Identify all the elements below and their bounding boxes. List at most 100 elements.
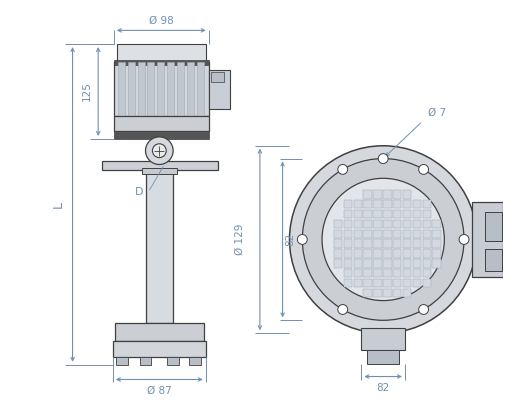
Bar [485,249,502,271]
Bar [423,200,431,208]
Circle shape [153,144,166,158]
Bar [353,210,362,218]
Bar [383,220,391,228]
Bar [210,72,225,82]
Bar [197,62,204,116]
Bar [139,357,152,365]
Bar [423,240,431,248]
Text: D: D [135,187,144,197]
Bar [403,269,411,278]
Circle shape [338,164,348,174]
Bar [344,259,352,268]
Bar [432,240,441,248]
Bar [383,240,391,248]
Bar [141,168,177,174]
Bar [344,200,352,208]
Bar [373,200,382,208]
Bar [383,289,391,297]
Circle shape [459,234,469,244]
Circle shape [419,304,428,314]
Bar [364,210,372,218]
Bar [344,210,352,218]
Bar [209,70,230,109]
Bar [353,259,362,268]
Bar [413,200,421,208]
Bar [383,230,391,238]
Bar [393,190,402,198]
Bar [187,62,194,116]
Bar [393,279,402,287]
Bar [413,279,421,287]
Bar [432,220,441,228]
Bar [413,210,421,218]
Bar [413,269,421,278]
Bar [353,220,362,228]
Circle shape [338,304,348,314]
Bar [113,341,206,357]
Bar [432,230,441,238]
Bar [432,259,441,268]
Bar [334,230,342,238]
Bar [393,259,402,268]
Bar [364,259,372,268]
Text: Ø 7: Ø 7 [428,108,447,118]
Bar [413,249,421,258]
Text: Ø 129: Ø 129 [235,224,245,255]
Bar [353,279,362,287]
Bar [167,357,179,365]
Bar [364,249,372,258]
Bar [116,357,128,365]
Bar [364,220,372,228]
Bar [364,240,372,248]
Bar [403,249,411,258]
Bar [364,289,372,297]
Bar [423,210,431,218]
Bar [344,240,352,248]
Bar [485,212,502,242]
Bar [423,259,431,268]
Bar [157,62,164,116]
Circle shape [146,137,173,164]
Circle shape [289,146,477,333]
Bar [344,279,352,287]
Bar [383,249,391,258]
Bar [373,279,382,287]
Bar [353,240,362,248]
Bar [403,210,411,218]
Bar [393,230,402,238]
Bar [114,131,209,139]
Bar [373,249,382,258]
Bar [364,230,372,238]
Bar [393,220,402,228]
Bar [393,200,402,208]
Bar [403,220,411,228]
Bar [148,62,155,116]
Bar [353,249,362,258]
Bar [403,240,411,248]
Bar [403,289,411,297]
Bar [373,259,382,268]
Bar [167,62,174,116]
Text: Ø 98: Ø 98 [149,16,174,26]
Text: Ø 87: Ø 87 [147,385,172,395]
Bar [423,269,431,278]
Bar [373,269,382,278]
Bar [393,269,402,278]
Bar [383,210,391,218]
Bar [383,269,391,278]
Bar [373,240,382,248]
Bar [353,230,362,238]
Bar [383,279,391,287]
Circle shape [298,234,307,244]
Bar [373,230,382,238]
Bar [373,289,382,297]
Bar [118,62,125,116]
Bar [364,200,372,208]
Bar [393,210,402,218]
Bar [334,249,342,258]
Bar [353,269,362,278]
Bar [413,259,421,268]
Bar [403,259,411,268]
Bar [114,116,209,131]
Bar [423,230,431,238]
